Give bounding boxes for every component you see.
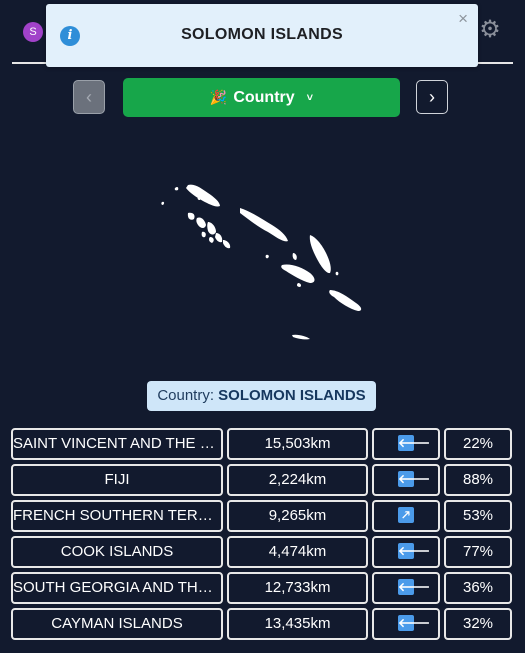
guess-country: SAINT VINCENT AND THE GRENADINES: [11, 428, 223, 460]
guess-proximity: 53%: [444, 500, 512, 532]
guess-distance: 2,224km: [227, 464, 368, 496]
guess-distance: 9,265km: [227, 500, 368, 532]
guess-country: CAYMAN ISLANDS: [11, 608, 223, 640]
guess-direction: 🡐: [372, 464, 440, 496]
answer-toast: i SOLOMON ISLANDS ×: [46, 4, 478, 67]
avatar-icon[interactable]: S: [23, 22, 43, 42]
arrow-left-icon: 🡐: [398, 579, 431, 595]
guess-proximity: 32%: [444, 608, 512, 640]
toast-title: SOLOMON ISLANDS: [181, 26, 343, 43]
guess-country: COOK ISLANDS: [11, 536, 223, 568]
guess-direction: 🡐: [372, 536, 440, 568]
guess-distance: 13,435km: [227, 608, 368, 640]
guess-direction: 🡕: [372, 500, 440, 532]
guess-proximity: 88%: [444, 464, 512, 496]
party-popper-icon: 🎉: [209, 89, 228, 105]
guess-direction: 🡐: [372, 572, 440, 604]
answer-label: Country: SOLOMON ISLANDS: [147, 381, 376, 411]
previous-button[interactable]: ‹: [73, 80, 105, 114]
guess-distance: 4,474km: [227, 536, 368, 568]
answer-prefix: Country:: [157, 387, 219, 404]
country-silhouette-map: [161, 184, 362, 340]
info-icon: i: [60, 26, 80, 46]
arrow-left-icon: 🡐: [398, 471, 431, 487]
gear-icon[interactable]: ⚙: [479, 16, 501, 43]
guess-distance: 12,733km: [227, 572, 368, 604]
arrow-left-icon: 🡐: [398, 615, 431, 631]
guess-country: FRENCH SOUTHERN TERRITORIES: [11, 500, 223, 532]
guess-distance: 15,503km: [227, 428, 368, 460]
mode-select[interactable]: 🎉 Country ˅: [123, 78, 400, 117]
guess-country: FIJI: [11, 464, 223, 496]
guess-proximity: 77%: [444, 536, 512, 568]
arrow-left-icon: 🡐: [398, 543, 431, 559]
close-icon[interactable]: ×: [458, 9, 468, 28]
guess-direction: 🡐: [372, 608, 440, 640]
guess-country: SOUTH GEORGIA AND THE SOUTH SANDWICH ISL…: [11, 572, 223, 604]
guess-proximity: 22%: [444, 428, 512, 460]
arrow-up-right-icon: 🡕: [398, 507, 414, 523]
mode-label: Country: [233, 88, 295, 106]
guess-direction: 🡐: [372, 428, 440, 460]
answer-country: SOLOMON ISLANDS: [218, 387, 366, 404]
arrow-left-icon: 🡐: [398, 435, 431, 451]
guess-proximity: 36%: [444, 572, 512, 604]
next-button[interactable]: ›: [416, 80, 448, 114]
chevron-down-icon: ˅: [306, 91, 314, 104]
